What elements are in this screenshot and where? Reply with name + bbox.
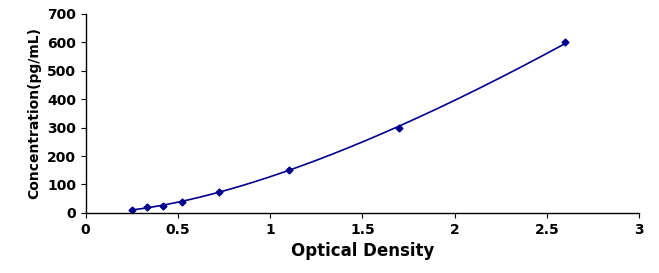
X-axis label: Optical Density: Optical Density bbox=[291, 242, 434, 260]
Y-axis label: Concentration(pg/mL): Concentration(pg/mL) bbox=[28, 27, 42, 199]
